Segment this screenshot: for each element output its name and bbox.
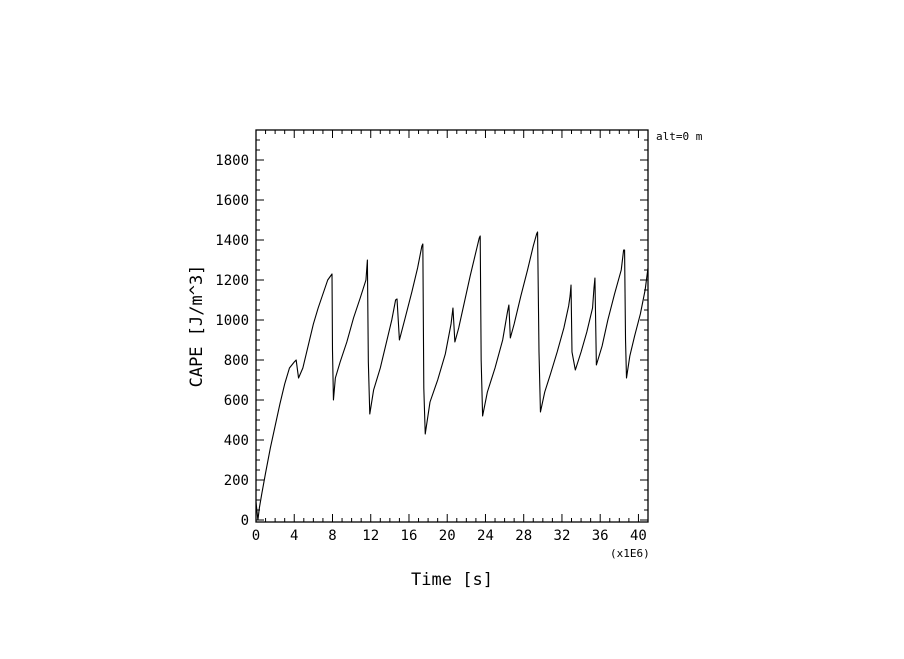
x-tick-label: 28 bbox=[515, 528, 532, 544]
x-axis-ticks: 0 4 8 12 16 20 24 28 32 36 40 bbox=[252, 130, 649, 544]
series-group bbox=[255, 231, 649, 521]
y-tick-label: 200 bbox=[224, 473, 249, 489]
x-tick-label: 40 bbox=[630, 528, 647, 544]
x-axis-title: Time [s] bbox=[411, 570, 493, 590]
y-tick-label: 800 bbox=[224, 353, 249, 369]
x-tick-label: 0 bbox=[252, 528, 260, 544]
y-tick-label: 1000 bbox=[215, 313, 249, 329]
plot-frame bbox=[255, 129, 649, 523]
x-tick-label: 8 bbox=[328, 528, 336, 544]
x-tick-label: 36 bbox=[592, 528, 609, 544]
y-tick-label: 1800 bbox=[215, 153, 249, 169]
y-tick-label: 1200 bbox=[215, 273, 249, 289]
cape-series-line bbox=[255, 231, 649, 521]
y-tick-label: 1600 bbox=[215, 193, 249, 209]
x-tick-label: 24 bbox=[477, 528, 494, 544]
y-axis-title: CAPE [J/m^3] bbox=[187, 265, 207, 388]
y-tick-label: 400 bbox=[224, 433, 249, 449]
y-tick-label: 0 bbox=[241, 513, 249, 529]
x-tick-label: 32 bbox=[554, 528, 571, 544]
x-tick-label: 12 bbox=[362, 528, 379, 544]
y-tick-label: 600 bbox=[224, 393, 249, 409]
altitude-annotation: alt=0 m bbox=[656, 130, 703, 143]
x-tick-label: 20 bbox=[439, 528, 456, 544]
x-tick-label: 4 bbox=[290, 528, 298, 544]
x-axis-multiplier-label: (x1E6) bbox=[610, 547, 650, 560]
y-axis-ticks: 0 200 400 600 800 1000 1200 1400 1600 1800 bbox=[215, 129, 648, 529]
x-tick-label: 16 bbox=[401, 528, 418, 544]
y-tick-label: 1400 bbox=[215, 233, 249, 249]
